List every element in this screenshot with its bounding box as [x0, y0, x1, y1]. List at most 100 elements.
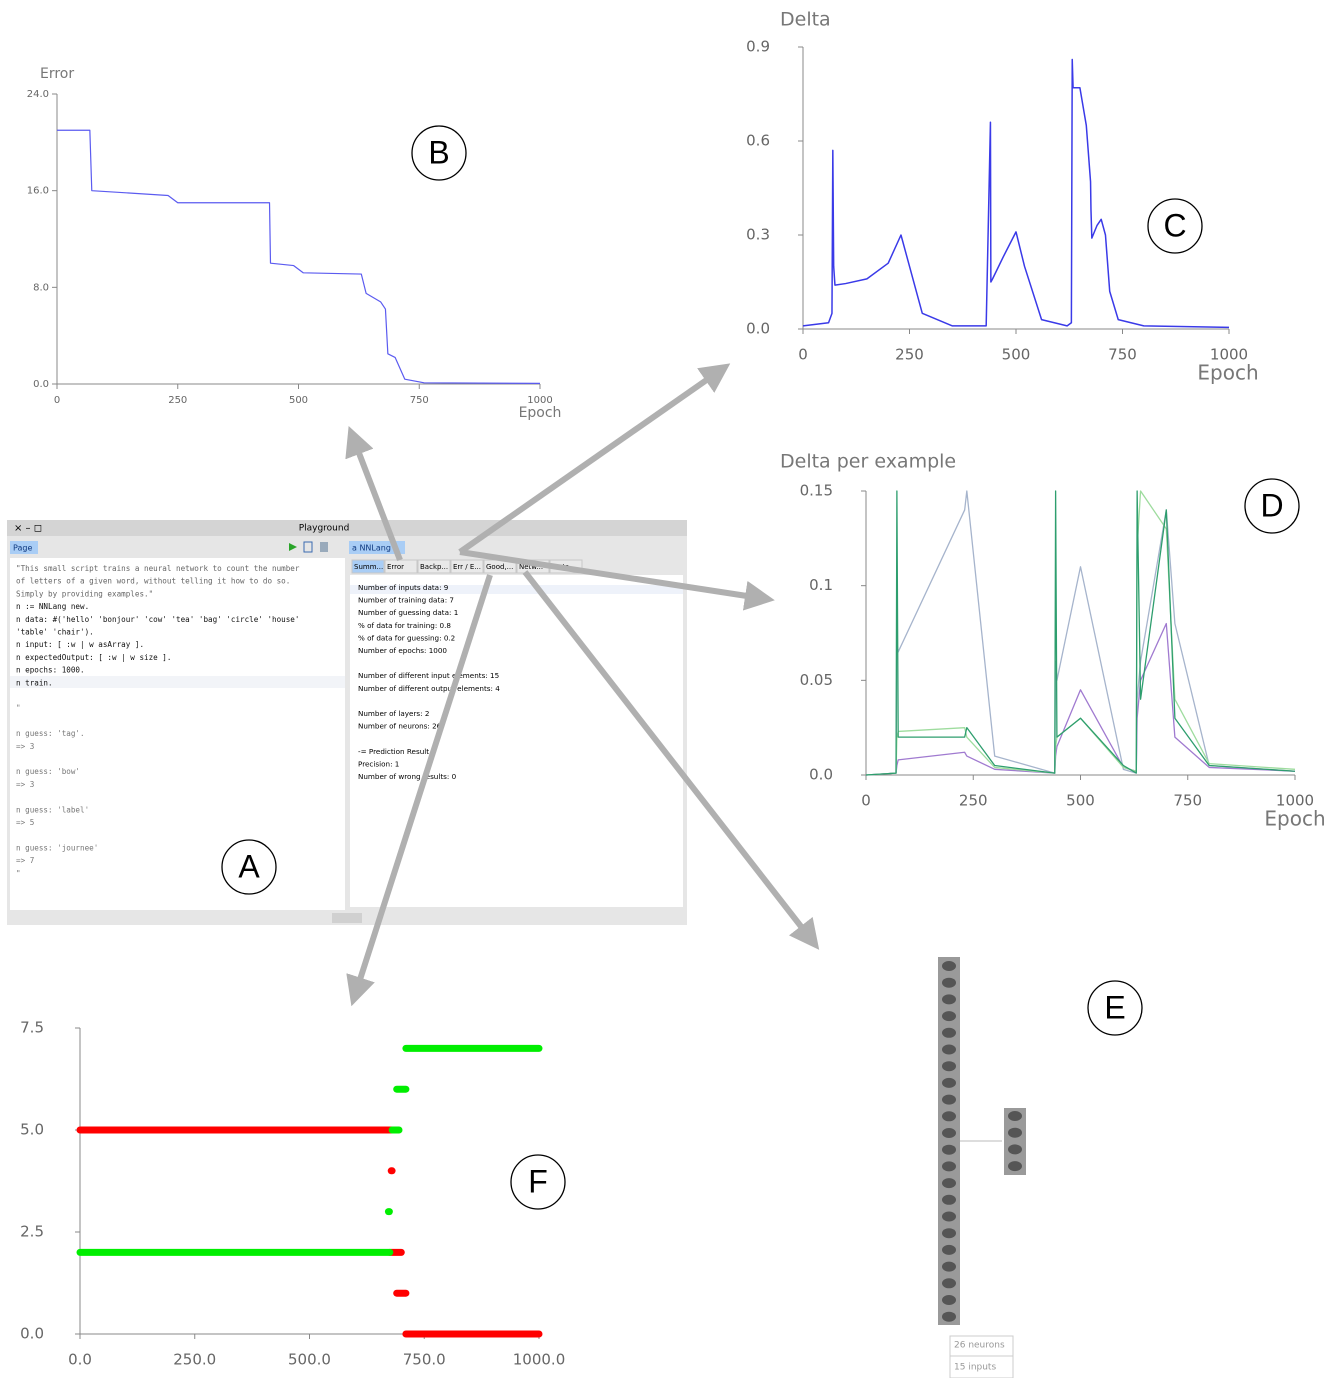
x-tick-label: 500.0: [288, 1351, 331, 1369]
panel-label: C: [1163, 207, 1186, 243]
y-tick-label: 5.0: [20, 1121, 44, 1139]
neuron: [1008, 1128, 1022, 1138]
x-tick-label: 250: [959, 792, 988, 810]
y-tick-label: 2.5: [20, 1223, 44, 1241]
page: 0.08.016.024.002505007501000ErrorEpoch0.…: [0, 0, 1335, 1378]
neuron: [942, 994, 956, 1004]
figure: 0.08.016.024.002505007501000ErrorEpoch0.…: [0, 0, 1335, 1378]
neuron: [942, 1178, 956, 1188]
toolbar-icon[interactable]: [320, 542, 328, 552]
data-line: [57, 130, 540, 383]
code-line: "This small script trains a neural netwo…: [16, 564, 300, 573]
neuron: [942, 1245, 956, 1255]
code-line: Simply by providing examples.": [16, 589, 153, 598]
x-tick-label: 500: [1066, 792, 1095, 810]
current-line: [10, 676, 345, 688]
panel-label: D: [1260, 487, 1283, 523]
code-line: n := NNLang new.: [16, 602, 89, 611]
x-tick-label: 750.0: [403, 1351, 446, 1369]
summary-line: Number of inputs data: 9: [358, 583, 449, 592]
summary-line: Number of layers: 2: [358, 709, 429, 718]
code-line: n guess: 'label': [16, 805, 89, 814]
inspector-tab-label[interactable]: Error: [387, 563, 404, 571]
data-line: [866, 491, 1295, 775]
neuron: [942, 1061, 956, 1071]
summary-line: Precision: 1: [358, 759, 399, 768]
y-axis-label: Error: [40, 66, 74, 82]
x-tick-label: 250: [895, 346, 924, 364]
x-axis-label: Epoch: [1197, 361, 1258, 385]
summary-line: Number of epochs: 1000: [358, 646, 447, 655]
y-tick-label: 0.0: [20, 1325, 44, 1343]
data-line: [866, 491, 1295, 775]
neuron: [942, 1011, 956, 1021]
page-tab[interactable]: Page: [13, 544, 32, 553]
neuron: [942, 1111, 956, 1121]
inspector-tab-label[interactable]: Summ...: [354, 563, 383, 571]
neuron: [942, 1228, 956, 1238]
inspector-tab-label[interactable]: Good,...: [486, 563, 513, 571]
neuron: [942, 1262, 956, 1272]
neuron: [942, 1278, 956, 1288]
summary-line: Number of different output elements: 4: [358, 684, 500, 693]
close-controls[interactable]: × – ◻: [14, 523, 42, 534]
code-line: of letters of a given word, without tell…: [16, 577, 290, 586]
neuron: [1008, 1144, 1022, 1154]
y-tick-label: 7.5: [20, 1019, 44, 1037]
x-tick-label: 250: [168, 395, 187, 406]
x-tick-label: 1000.0: [513, 1351, 566, 1369]
window-title: Playground: [299, 524, 350, 534]
y-tick-label: 0.1: [809, 576, 833, 594]
inspector-tab-label[interactable]: Err / E...: [453, 563, 481, 571]
chart-title: Delta: [780, 9, 831, 31]
code-line: n guess: 'tag'.: [16, 729, 85, 738]
y-tick-label: 0.0: [746, 320, 770, 338]
neuron: [942, 1028, 956, 1038]
panel-label: E: [1104, 989, 1125, 1025]
object-tab[interactable]: a NNLang: [352, 544, 391, 553]
y-tick-label: 0.0: [33, 379, 49, 390]
y-tick-label: 8.0: [33, 282, 49, 293]
summary-line: Number of neurons: 26: [358, 722, 442, 731]
neurons-label: 26 neurons: [954, 1341, 1005, 1351]
y-tick-label: 0.3: [746, 226, 770, 244]
data-line: [866, 624, 1295, 775]
code-line: n data: #('hello' 'bonjour' 'cow' 'tea' …: [16, 615, 299, 624]
panel-label: F: [528, 1163, 548, 1199]
code-line: 'table' 'chair').: [16, 628, 94, 637]
neuron: [942, 1045, 956, 1055]
neuron: [942, 1295, 956, 1305]
neuron: [942, 1195, 956, 1205]
neuron: [942, 1078, 956, 1088]
x-axis-label: Epoch: [519, 405, 562, 421]
y-tick-label: 0.15: [800, 482, 833, 500]
code-line: n epochs: 1000.: [16, 666, 85, 675]
inputs-label: 15 inputs: [954, 1363, 996, 1373]
neuron: [942, 1145, 956, 1155]
x-tick-label: 750: [1173, 792, 1202, 810]
neuron: [1008, 1111, 1022, 1121]
x-tick-label: 500: [289, 395, 308, 406]
data-line: [803, 60, 1229, 328]
inspector-tab-label[interactable]: Backp...: [420, 563, 448, 571]
panel-label: A: [238, 848, 260, 884]
x-tick-label: 250.0: [173, 1351, 216, 1369]
code-line: => 7: [16, 856, 34, 865]
summary-line: -= Prediction Result: [358, 747, 429, 756]
summary-line: Number of training data: 7: [358, 596, 454, 605]
y-tick-label: 16.0: [27, 186, 49, 197]
y-tick-label: 0.9: [746, 38, 770, 56]
network-diagram: 26 neurons 15 inputs: [938, 957, 1026, 1378]
neuron: [942, 1128, 956, 1138]
neuron: [942, 1095, 956, 1105]
y-tick-label: 0.0: [809, 766, 833, 784]
code-line: n train.: [16, 678, 53, 687]
neuron: [942, 1161, 956, 1171]
x-tick-label: 750: [1108, 346, 1137, 364]
neuron: [942, 1312, 956, 1322]
x-tick-label: 0.0: [68, 1351, 92, 1369]
code-line: n guess: 'bow': [16, 767, 80, 776]
x-tick-label: 500: [1002, 346, 1031, 364]
x-tick-label: 0: [861, 792, 871, 810]
playground-window: × – ◻ Playground Page a NNLang Summ... Error…: [7, 520, 687, 925]
